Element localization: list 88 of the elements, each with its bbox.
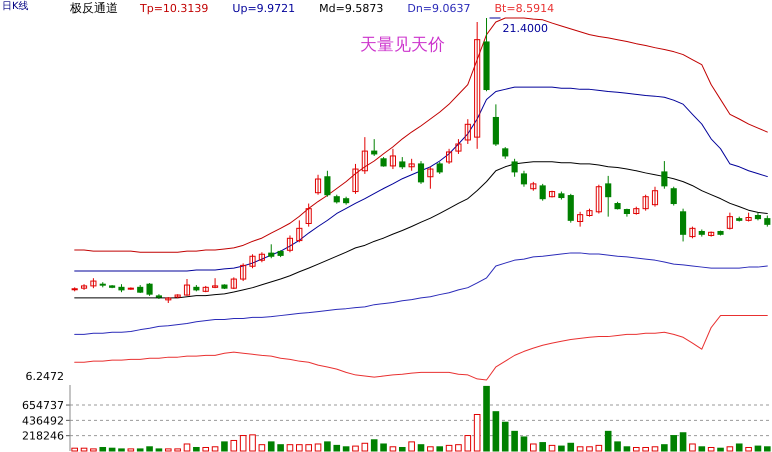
- text: Bt=8.5914: [494, 2, 554, 15]
- bar: [726, 446, 734, 452]
- bar: [548, 444, 556, 452]
- text: Dn=9.0637: [407, 2, 470, 15]
- bar: [156, 448, 162, 452]
- bar: [370, 439, 378, 452]
- y-tick-label: 436492: [22, 414, 64, 428]
- bar: [390, 446, 396, 452]
- bar: [754, 446, 762, 452]
- bar: [474, 414, 480, 452]
- bar: [558, 446, 565, 452]
- bar: [286, 444, 294, 452]
- bar: [717, 448, 724, 452]
- bar: [586, 446, 593, 452]
- bar: [464, 435, 472, 452]
- bar: [520, 436, 528, 452]
- text: 6.2472: [26, 370, 64, 383]
- bar: [193, 446, 200, 452]
- bar: [268, 441, 275, 452]
- bar: [249, 434, 256, 452]
- bar: [202, 446, 210, 452]
- bar: [164, 448, 172, 452]
- bar: [604, 430, 612, 452]
- bar: [80, 448, 88, 452]
- bar: [71, 448, 78, 452]
- bar: [118, 448, 125, 452]
- bar: [596, 444, 602, 452]
- bar: [670, 435, 678, 452]
- bar: [661, 444, 668, 452]
- bar: [296, 444, 303, 452]
- bar: [221, 441, 228, 452]
- bar: [398, 446, 406, 452]
- bar: [483, 386, 490, 452]
- bar: [539, 442, 546, 452]
- bar: [184, 443, 190, 452]
- bar: [642, 446, 649, 452]
- bar: [632, 446, 640, 452]
- bar: [576, 446, 584, 452]
- bar: [652, 446, 658, 452]
- bar: [427, 446, 434, 452]
- bar: [436, 446, 444, 452]
- bar: [146, 446, 153, 452]
- bar: [567, 442, 574, 452]
- bar: [324, 441, 331, 452]
- bar: [174, 448, 181, 452]
- y-tick-label: 654737: [22, 399, 64, 412]
- bar: [314, 443, 322, 452]
- bar: [455, 444, 462, 452]
- bar: [230, 440, 238, 452]
- chart-title: 极反通道: [69, 1, 118, 15]
- bar: [502, 422, 509, 452]
- annotation: 21.4000: [502, 22, 548, 35]
- text: Up=9.9721: [232, 2, 296, 15]
- bar: [446, 444, 452, 452]
- bar: [333, 444, 340, 452]
- bar: [240, 435, 246, 452]
- y-tick-label: 218246: [22, 430, 64, 443]
- bar: [764, 446, 771, 452]
- bar: [90, 448, 97, 452]
- bar: [418, 444, 424, 452]
- bar: [745, 446, 752, 452]
- bar: [689, 443, 696, 452]
- bar: [277, 444, 284, 452]
- text: Md=9.5873: [319, 2, 384, 15]
- bar: [212, 446, 218, 452]
- bar: [305, 444, 312, 452]
- bar: [408, 441, 415, 452]
- bar: [380, 443, 387, 452]
- bar: [258, 444, 266, 452]
- bar: [624, 446, 630, 452]
- chart-subtitle: 日K线: [2, 0, 29, 12]
- bar: [708, 446, 714, 452]
- annotation: 天量见天价: [360, 35, 445, 55]
- bar: [511, 430, 518, 452]
- bar: [352, 446, 359, 452]
- bar: [342, 446, 350, 452]
- bar: [698, 446, 706, 452]
- bar: [108, 448, 116, 452]
- bar: [614, 441, 621, 452]
- bar: [530, 443, 537, 452]
- bar: [736, 443, 743, 452]
- text: Tp=10.3139: [139, 2, 208, 15]
- bar: [99, 446, 106, 452]
- bar: [128, 448, 134, 452]
- bar: [492, 411, 500, 452]
- bar: [362, 442, 368, 452]
- bar: [136, 448, 144, 452]
- bar: [680, 432, 686, 452]
